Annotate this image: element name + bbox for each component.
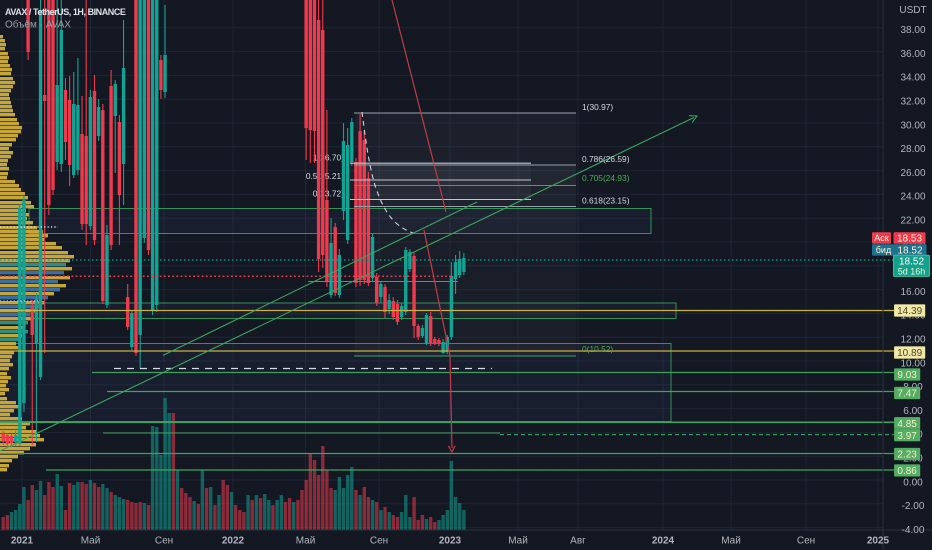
svg-text:2025: 2025 [867,536,890,547]
svg-text:Сен: Сен [797,536,815,547]
svg-text:0.705(24.93): 0.705(24.93) [582,173,630,183]
svg-text:4.85: 4.85 [897,419,917,430]
svg-text:2.23: 2.23 [897,450,917,461]
svg-text:Май: Май [81,536,101,547]
svg-text:10.00: 10.00 [900,358,925,369]
svg-text:30.00: 30.00 [900,120,925,131]
svg-text:10.89: 10.89 [897,348,922,359]
svg-text:USDT: USDT [899,5,926,16]
svg-text:38.00: 38.00 [900,25,925,36]
svg-text:24.00: 24.00 [900,192,925,203]
svg-text:9.03: 9.03 [897,370,917,381]
svg-text:Май: Май [296,536,316,547]
svg-text:18.52: 18.52 [899,256,924,267]
svg-text:36.00: 36.00 [900,49,925,60]
svg-text:Аск: Аск [874,233,889,243]
svg-text:0.5(25.21): 0.5(25.21) [306,171,344,181]
svg-text:2024: 2024 [652,536,675,547]
svg-text:1(26.70): 1(26.70) [313,153,344,163]
svg-text:3.97: 3.97 [897,431,917,442]
svg-text:18.53: 18.53 [897,233,922,244]
svg-text:18.52: 18.52 [897,245,922,256]
svg-text:2022: 2022 [222,536,245,547]
svg-text:Май: Май [721,536,741,547]
svg-text:Сен: Сен [370,536,388,547]
svg-text:бид: бид [876,245,892,255]
svg-text:34.00: 34.00 [900,73,925,84]
svg-text:-4.00: -4.00 [902,525,925,536]
svg-text:28.00: 28.00 [900,144,925,155]
svg-text:22.00: 22.00 [900,216,925,227]
svg-text:32.00: 32.00 [900,97,925,108]
svg-text:Сен: Сен [155,536,173,547]
svg-text:2023: 2023 [439,536,462,547]
svg-text:0(23.72): 0(23.72) [313,189,344,199]
svg-text:0.00: 0.00 [903,477,923,488]
svg-text:0.618(23.15): 0.618(23.15) [582,196,630,206]
svg-text:0.786(26.59): 0.786(26.59) [582,154,630,164]
svg-text:5d 16h: 5d 16h [898,266,926,276]
svg-text:12.00: 12.00 [900,335,925,346]
svg-text:-2.00: -2.00 [902,501,925,512]
svg-text:Объём · AVAX: Объём · AVAX [5,19,71,31]
svg-text:0(10.52): 0(10.52) [582,344,613,354]
svg-text:Авг: Авг [570,536,586,547]
svg-text:Май: Май [508,536,528,547]
svg-text:26.00: 26.00 [900,168,925,179]
svg-text:AVAX / TetherUS, 1H, BINANCE: AVAX / TetherUS, 1H, BINANCE [5,7,126,17]
svg-text:0.86: 0.86 [897,466,917,477]
svg-text:14.39: 14.39 [897,306,922,317]
svg-text:6.00: 6.00 [903,406,923,417]
svg-text:2021: 2021 [11,536,34,547]
svg-text:7.47: 7.47 [897,389,917,400]
svg-text:1(30.97): 1(30.97) [582,102,613,112]
svg-text:16.00: 16.00 [900,287,925,298]
